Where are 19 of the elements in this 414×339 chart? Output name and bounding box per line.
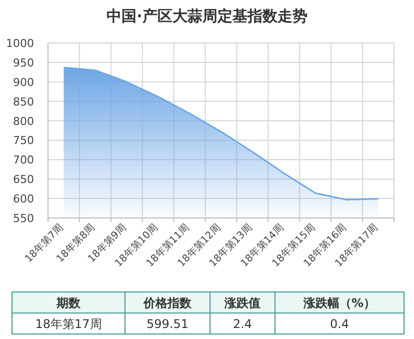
y-tick-label: 750 (13, 134, 34, 148)
y-tick-label: 800 (13, 114, 34, 128)
text: 0.4 (330, 317, 350, 331)
y-tick-label: 900 (13, 76, 34, 89)
text: 18年第17周 (35, 317, 102, 331)
y-tick-label: 850 (13, 95, 34, 108)
y-tick-label: 700 (13, 154, 34, 167)
y-tick-label: 650 (13, 173, 34, 186)
text: 涨跌值 (224, 296, 260, 310)
chart-title: 中国·产区大蒜周定基指数走势 (106, 7, 308, 25)
text: 涨跌幅（%） (302, 296, 376, 310)
y-tick-label: 950 (13, 56, 34, 70)
y-tick-label: 1000 (6, 37, 34, 50)
text: 2.4 (232, 317, 252, 331)
y-tick-label: 600 (13, 192, 34, 206)
y-tick-label: 550 (13, 212, 34, 225)
text: 价格指数 (142, 296, 192, 310)
text: 599.51 (146, 317, 188, 331)
text: 期数 (56, 296, 82, 310)
